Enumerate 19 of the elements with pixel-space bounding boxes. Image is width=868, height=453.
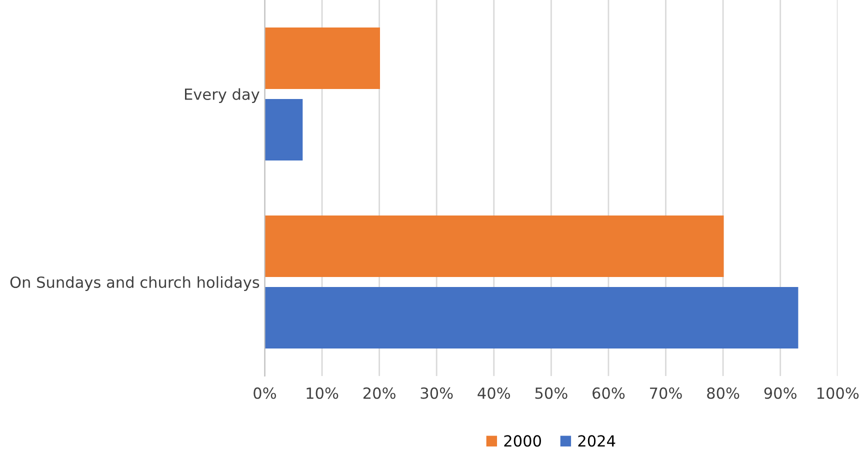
x-tick-label: 30% (420, 387, 453, 399)
y-tick-label: On Sundays and church holidays (10, 276, 260, 291)
x-tick-label: 50% (535, 387, 568, 399)
bar (264, 28, 380, 90)
x-tick-label: 40% (478, 387, 510, 399)
x-tick-label: 20% (363, 387, 396, 399)
x-tick-label: 60% (592, 387, 625, 399)
legend-label: 2000 (504, 435, 541, 447)
bar (264, 98, 303, 160)
legend-label: 2024 (578, 435, 616, 447)
bar (264, 216, 724, 278)
x-tick-label: 100% (817, 387, 859, 399)
x-tick-label: 10% (306, 387, 338, 399)
x-tick-label: 80% (707, 387, 740, 399)
x-tick-label: 70% (650, 387, 682, 399)
bar (264, 286, 798, 348)
x-tick-label: 0% (254, 387, 276, 399)
y-tick-label: Every day (185, 88, 260, 103)
x-tick-label: 90% (764, 387, 796, 399)
